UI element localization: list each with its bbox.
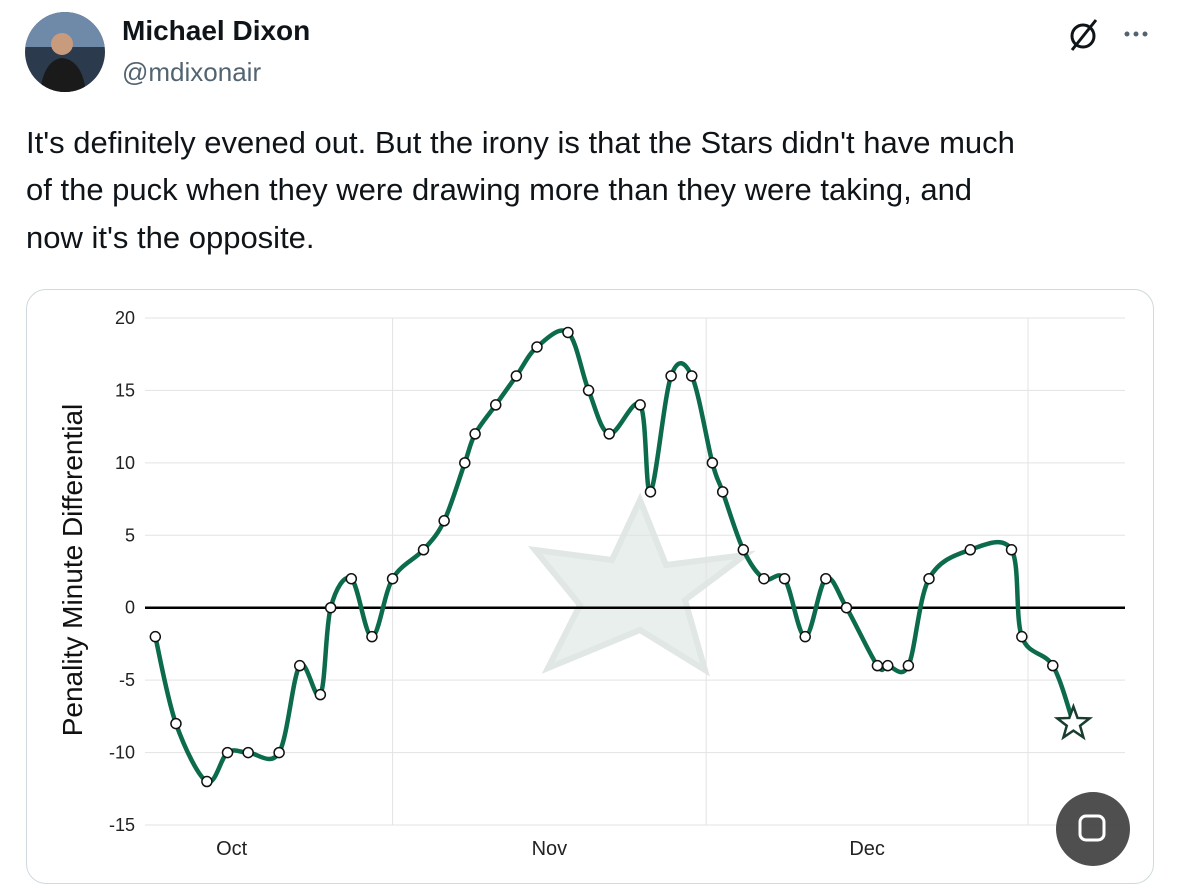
grok-icon[interactable] <box>1070 19 1098 51</box>
marker <box>685 370 698 382</box>
marker-star <box>1053 702 1094 741</box>
media-card[interactable] <box>26 289 1154 884</box>
marker <box>417 544 430 556</box>
marker <box>644 486 657 498</box>
marker <box>314 688 327 701</box>
marker <box>840 601 853 614</box>
marker <box>820 572 832 585</box>
more-button[interactable] <box>1124 31 1148 37</box>
y-tick-label: 20 <box>115 308 135 328</box>
marker <box>386 572 399 585</box>
marker <box>881 659 894 672</box>
marker <box>778 572 791 585</box>
marker <box>582 384 595 397</box>
y-tick-label: 10 <box>115 453 135 473</box>
marker <box>706 457 719 469</box>
marker <box>170 717 182 730</box>
watermark-logo <box>527 492 756 677</box>
y-tick-label: -15 <box>109 815 135 835</box>
marker <box>149 630 162 643</box>
marker <box>716 486 729 498</box>
marker <box>799 630 811 643</box>
marker <box>201 775 213 788</box>
marker <box>1047 659 1059 672</box>
marker <box>242 746 254 759</box>
marker <box>923 572 935 585</box>
marker <box>871 659 884 672</box>
tweet-text: of the puck when they were drawing more … <box>26 172 973 207</box>
y-axis-label: Penality Minute Differential <box>57 404 88 737</box>
y-tick-label: -5 <box>119 670 135 690</box>
y-tick-label: 5 <box>125 525 135 545</box>
marker <box>1016 630 1028 643</box>
tweet-text: It's definitely evened out. But the iron… <box>26 125 1015 160</box>
marker <box>469 428 481 440</box>
y-tick-label: 0 <box>125 598 135 618</box>
y-tick-label: -10 <box>109 743 135 763</box>
marker <box>634 399 646 411</box>
marker <box>489 399 502 411</box>
marker <box>293 659 306 672</box>
x-tick-label: Dec <box>849 838 885 860</box>
marker <box>562 326 574 339</box>
author-name[interactable]: Michael Dixon <box>122 15 311 46</box>
x-tick-label: Oct <box>216 838 248 860</box>
x-tick-label: Nov <box>532 838 568 860</box>
y-tick-label: 15 <box>115 380 135 400</box>
marker <box>603 428 615 440</box>
marker <box>459 457 471 469</box>
marker <box>964 544 977 556</box>
marker <box>366 630 378 643</box>
author-handle[interactable]: @mdixonair <box>122 57 262 87</box>
marker <box>531 341 543 353</box>
marker <box>510 370 523 382</box>
marker <box>1005 544 1018 556</box>
marker <box>273 746 285 759</box>
marker <box>902 659 915 672</box>
marker <box>221 746 234 759</box>
marker <box>345 572 358 585</box>
marker <box>737 544 750 556</box>
image-edit-button[interactable] <box>1056 792 1130 866</box>
tweet-text: now it's the opposite. <box>26 220 315 255</box>
marker <box>665 370 677 382</box>
marker <box>758 572 770 585</box>
marker <box>324 601 337 614</box>
marker <box>438 515 450 527</box>
